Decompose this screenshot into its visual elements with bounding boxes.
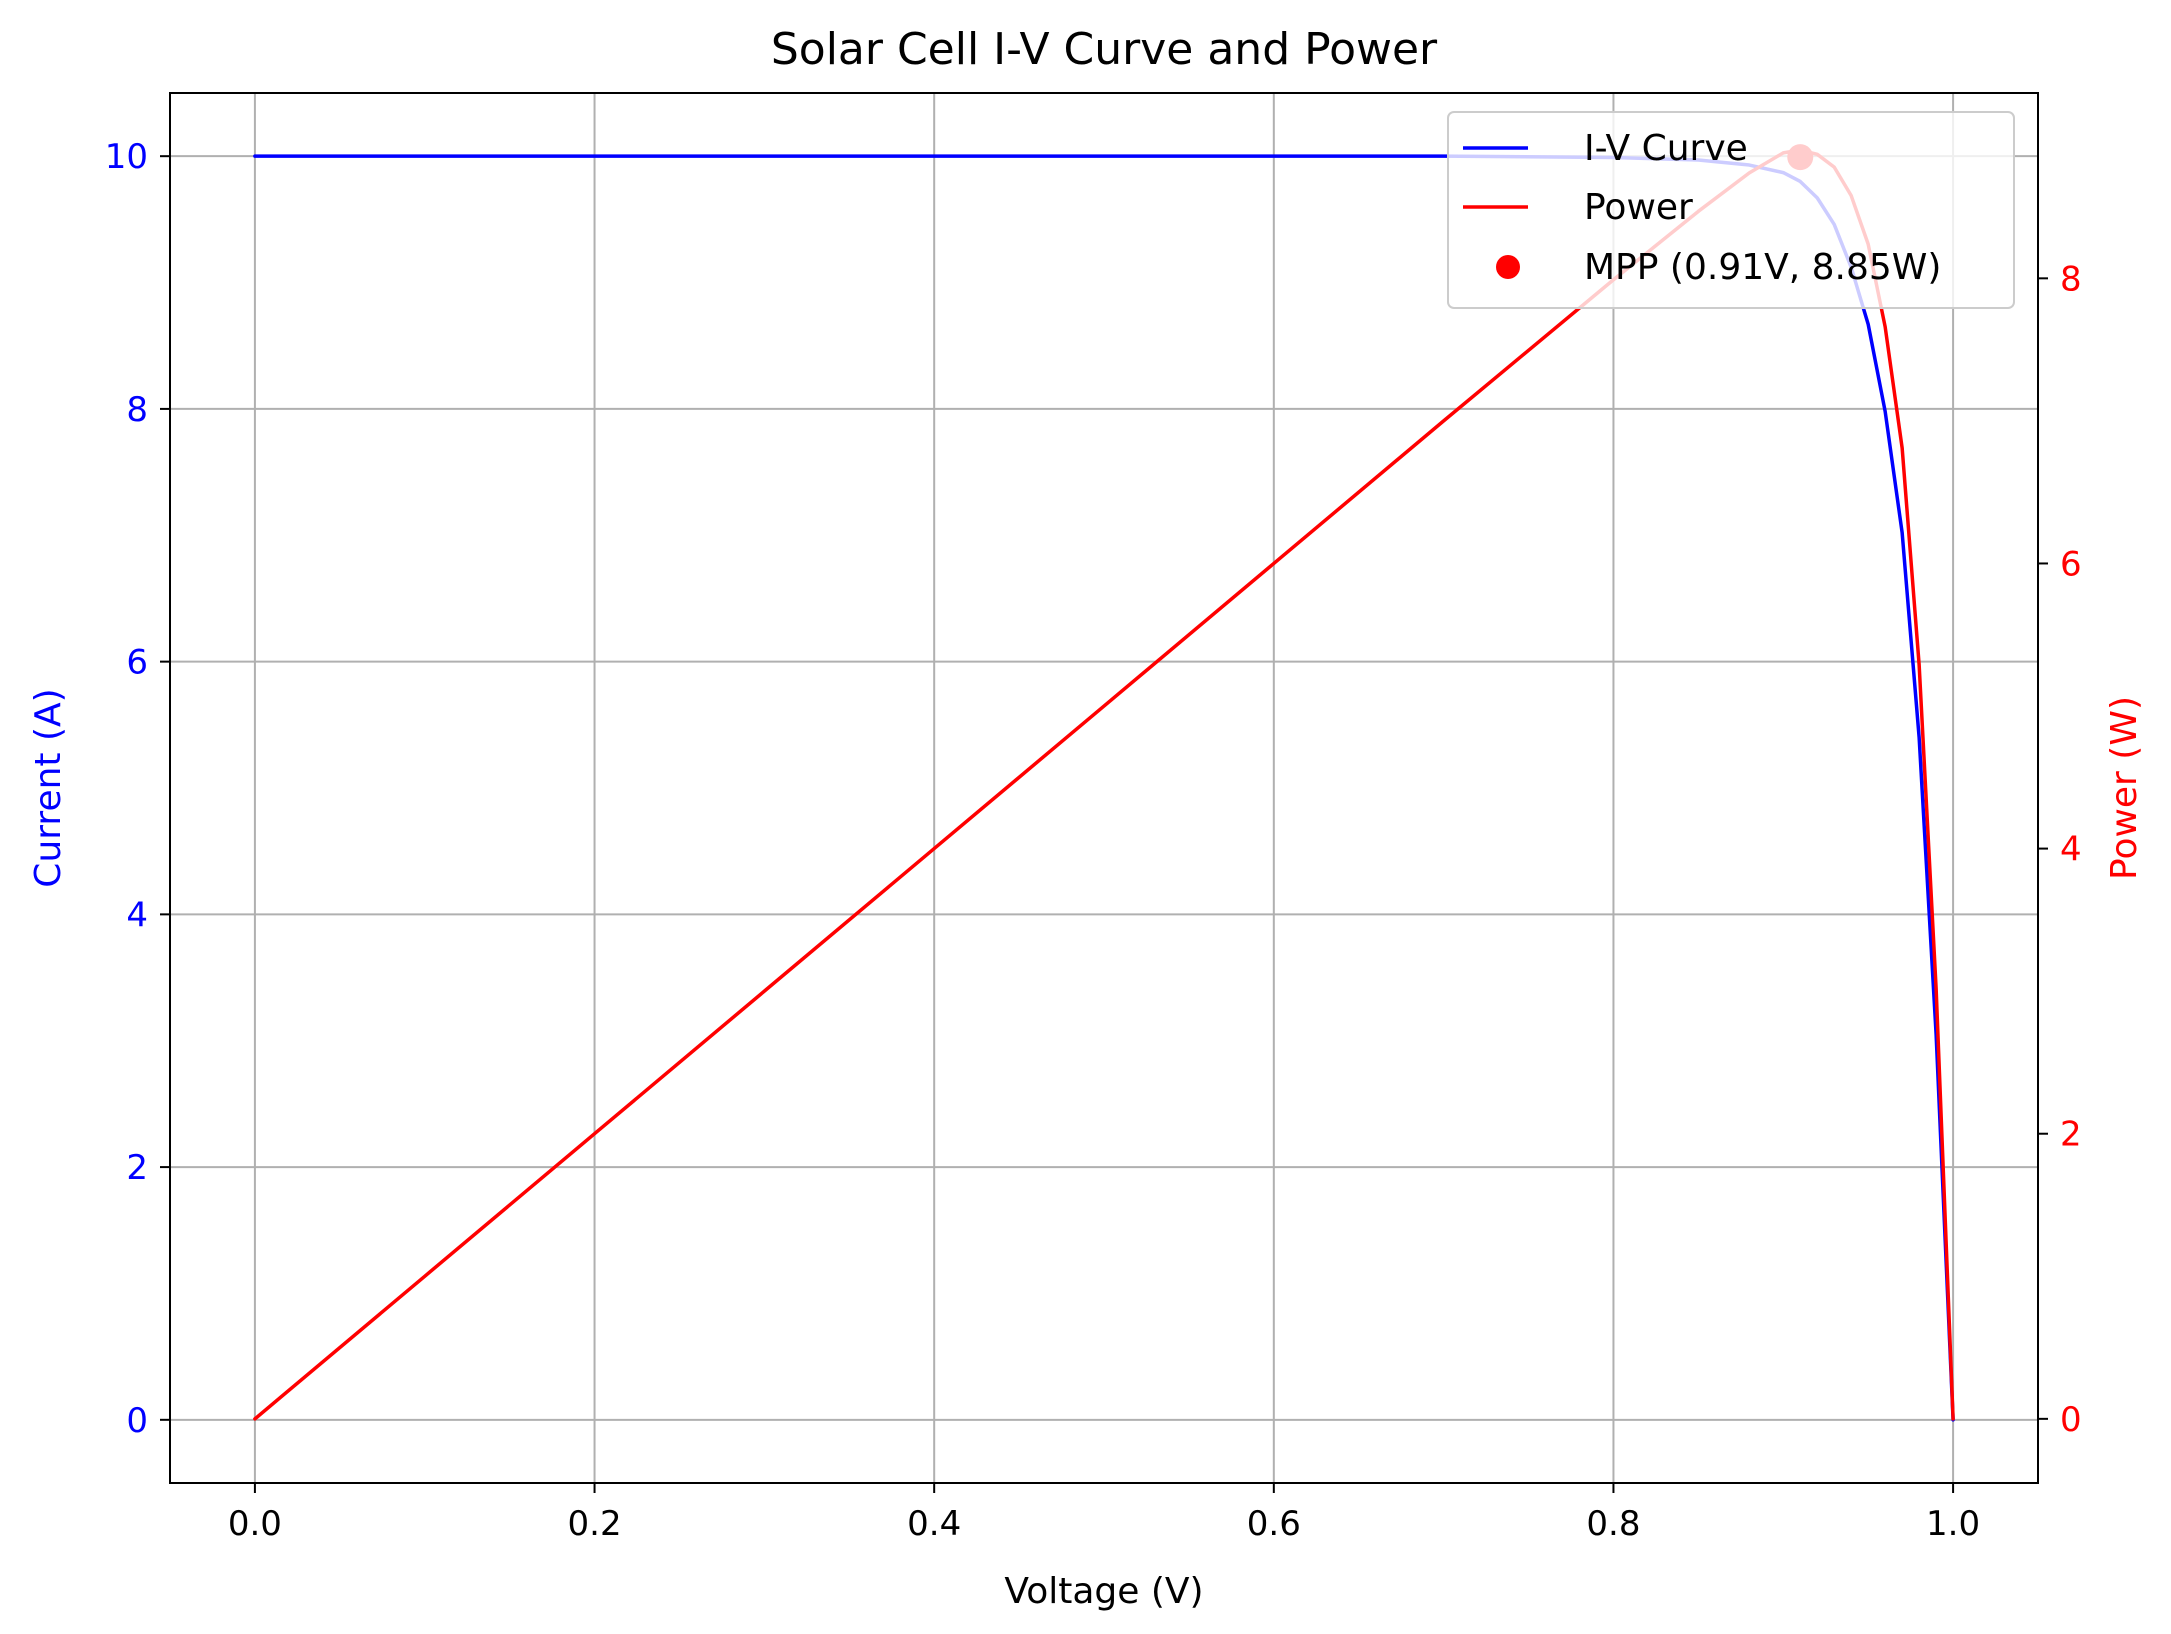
x-axis-ticks: 0.0 0.2 0.4 0.6 0.8 1.0 — [228, 1483, 1980, 1544]
legend-iv-label: I-V Curve — [1584, 128, 1748, 169]
x-tick-label-3: 0.6 — [1247, 1504, 1301, 1544]
x-tick-label-1: 0.2 — [568, 1504, 622, 1544]
legend-power-label: Power — [1584, 187, 1693, 228]
y-left-tick-label-3: 6 — [126, 643, 148, 683]
y-right-tick-label-2: 4 — [2060, 830, 2082, 870]
legend: I-V Curve Power MPP (0.91V, 8.85W) — [1447, 111, 2015, 309]
y-right-tick-label-1: 2 — [2060, 1115, 2082, 1155]
y-right-tick-label-3: 6 — [2060, 544, 2082, 584]
chart-title: Solar Cell I-V Curve and Power — [771, 24, 1438, 75]
y-right-axis-ticks: 0 2 4 6 8 — [2038, 259, 2082, 1440]
x-axis-label: Voltage (V) — [1004, 1571, 1203, 1612]
y-left-axis-label: Current (A) — [28, 688, 69, 887]
x-tick-label-0: 0.0 — [228, 1504, 282, 1544]
y-right-tick-label-0: 0 — [2060, 1400, 2082, 1440]
plot-area — [170, 93, 2038, 1483]
plot-frame — [169, 92, 2039, 1484]
y-right-tick-label-4: 8 — [2060, 259, 2082, 299]
y-left-tick-label-1: 2 — [126, 1148, 148, 1188]
x-tick-label-2: 0.4 — [907, 1504, 961, 1544]
y-left-axis-ticks: 0 2 4 6 8 10 — [105, 137, 170, 1441]
y-left-tick-label-4: 8 — [126, 390, 148, 430]
x-tick-label-5: 1.0 — [1926, 1504, 1980, 1544]
legend-box — [1447, 111, 2015, 309]
y-left-tick-label-5: 10 — [105, 137, 148, 177]
legend-mpp-label: MPP (0.91V, 8.85W) — [1584, 247, 1941, 288]
y-left-tick-label-2: 4 — [126, 895, 148, 935]
y-left-tick-label-0: 0 — [126, 1401, 148, 1441]
x-tick-label-4: 0.8 — [1586, 1504, 1640, 1544]
legend-mpp-marker — [1496, 255, 1520, 279]
y-right-axis-label: Power (W) — [2104, 696, 2145, 880]
